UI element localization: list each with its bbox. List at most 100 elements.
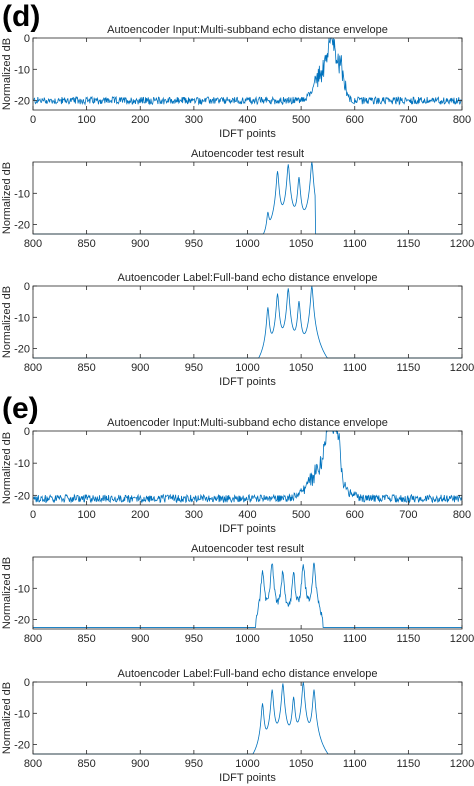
x-tick-label: 500 <box>292 114 310 126</box>
x-tick-label: 1100 <box>343 758 367 770</box>
x-tick-label: 600 <box>346 114 364 126</box>
x-tick-label: 950 <box>185 758 203 770</box>
x-tick-label: 1200 <box>450 362 474 374</box>
chart-panel-2: Autoencoder test result 800 850 900 950 1000 1… <box>1 148 474 250</box>
x-tick-label: 900 <box>131 238 149 250</box>
x-tick-label: 900 <box>131 362 149 374</box>
axes-box <box>32 161 463 235</box>
chart-title: Autoencoder Input:Multi-subband echo dis… <box>107 24 388 36</box>
chart-title: Autoencoder Label:Full-band echo distanc… <box>118 668 378 680</box>
series-line <box>32 429 463 504</box>
chart-panel-1: Autoencoder Input:Multi-subband echo dis… <box>1 24 471 140</box>
x-tick-label: 600 <box>346 509 364 521</box>
x-axis-label: IDFT points <box>219 376 276 388</box>
y-tick-label: -10 <box>14 583 30 595</box>
y-tick-label: 0 <box>24 281 30 293</box>
x-tick-label: 1050 <box>289 362 313 374</box>
x-tick-label: 800 <box>24 238 42 250</box>
x-tick-label: 1200 <box>450 758 474 770</box>
x-tick-label: 800 <box>24 362 42 374</box>
y-tick-label: 0 <box>24 677 30 689</box>
x-tick-label: 0 <box>30 509 36 521</box>
x-axis-label: IDFT points <box>219 772 276 784</box>
x-tick-label: 1150 <box>397 362 421 374</box>
x-tick-label: 900 <box>131 758 149 770</box>
x-tick-label: 0 <box>30 114 36 126</box>
x-tick-label: 800 <box>24 758 42 770</box>
panel-label-d: (d) <box>2 0 40 33</box>
x-tick-label: 1000 <box>235 238 259 250</box>
y-tick-label: -10 <box>14 708 30 720</box>
plots: Autoencoder Input:Multi-subband echo dis… <box>1 24 474 784</box>
series-line <box>33 681 462 755</box>
x-tick-label: 1150 <box>397 238 421 250</box>
y-tick-label: -20 <box>14 96 30 108</box>
x-tick-label: 1050 <box>289 633 313 645</box>
x-tick-label: 700 <box>399 114 417 126</box>
x-tick-label: 1000 <box>235 633 259 645</box>
chart-title: Autoencoder Label:Full-band echo distanc… <box>118 272 378 284</box>
x-tick-label: 850 <box>77 633 95 645</box>
y-axis-label: Normalized dB <box>1 162 13 234</box>
y-tick-label: -20 <box>14 344 30 356</box>
y-tick-label: -20 <box>14 740 30 752</box>
x-tick-label: 1100 <box>343 362 367 374</box>
chart-panel-4: Autoencoder Input:Multi-subband echo dis… <box>1 417 471 535</box>
y-tick-label: -20 <box>14 220 30 232</box>
x-tick-label: 800 <box>453 114 471 126</box>
y-axis-label: Normalized dB <box>1 38 13 110</box>
x-tick-label: 1150 <box>397 758 421 770</box>
x-axis-label: IDFT points <box>219 128 276 140</box>
x-tick-label: 200 <box>131 114 149 126</box>
axes-box <box>32 430 463 506</box>
axes-box <box>32 556 463 630</box>
x-tick-label: 1100 <box>343 633 367 645</box>
y-tick-label: -10 <box>14 458 30 470</box>
x-tick-label: 300 <box>185 509 203 521</box>
y-tick-label: -10 <box>14 188 30 200</box>
x-tick-label: 950 <box>185 633 203 645</box>
y-axis-label: Normalized dB <box>1 286 13 358</box>
y-tick-label: -10 <box>14 312 30 324</box>
x-tick-label: 1050 <box>289 758 313 770</box>
x-tick-label: 1200 <box>450 633 474 645</box>
chart-title: Autoencoder test result <box>191 543 304 555</box>
axes-box <box>32 681 463 755</box>
y-tick-label: 0 <box>24 33 30 45</box>
panel-label-e: (e) <box>2 392 39 425</box>
series-line <box>33 285 462 359</box>
chart-title: Autoencoder test result <box>191 148 304 160</box>
chart-panel-6: Autoencoder Label:Full-band echo distanc… <box>1 668 474 784</box>
x-tick-label: 850 <box>77 362 95 374</box>
y-axis-label: Normalized dB <box>1 432 13 504</box>
axes-box <box>32 285 463 359</box>
x-axis-label: IDFT points <box>219 523 276 535</box>
x-tick-label: 300 <box>185 114 203 126</box>
x-tick-label: 200 <box>131 509 149 521</box>
x-tick-label: 950 <box>185 238 203 250</box>
x-tick-label: 700 <box>399 509 417 521</box>
chart-panel-3: Autoencoder Label:Full-band echo distanc… <box>1 272 474 388</box>
y-tick-label: -10 <box>14 64 30 76</box>
x-tick-label: 100 <box>77 509 95 521</box>
x-tick-label: 1000 <box>235 362 259 374</box>
x-tick-label: 950 <box>185 362 203 374</box>
x-tick-label: 1100 <box>343 238 367 250</box>
x-tick-label: 1000 <box>235 758 259 770</box>
chart-title: Autoencoder Input:Multi-subband echo dis… <box>107 417 388 429</box>
x-tick-label: 1150 <box>397 633 421 645</box>
x-tick-label: 850 <box>77 238 95 250</box>
y-axis-label: Normalized dB <box>1 557 13 629</box>
x-tick-label: 500 <box>292 509 310 521</box>
x-tick-label: 400 <box>238 509 256 521</box>
x-tick-label: 400 <box>238 114 256 126</box>
series-line <box>33 161 462 235</box>
x-tick-label: 850 <box>77 758 95 770</box>
series-line <box>32 37 463 106</box>
chart-panel-5: Autoencoder test result 800 850 900 950 1000 1… <box>1 543 474 645</box>
y-tick-label: 0 <box>24 426 30 438</box>
y-axis-label: Normalized dB <box>1 682 13 754</box>
y-tick-label: -20 <box>14 490 30 502</box>
x-tick-label: 900 <box>131 633 149 645</box>
